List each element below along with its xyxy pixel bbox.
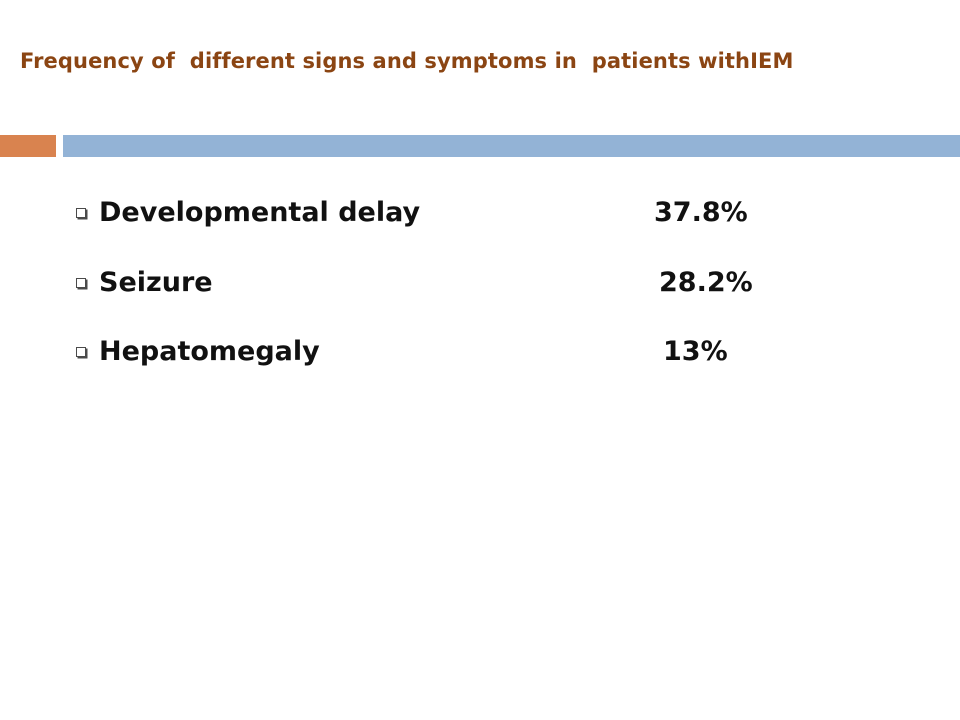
accent-bar-blue <box>63 135 960 157</box>
symptom-frequency: 28.2% <box>659 267 753 298</box>
symptom-label: Developmental delay <box>99 197 421 228</box>
square-bullet-icon <box>76 278 86 288</box>
symptom-frequency: 13% <box>663 336 728 367</box>
square-bullet-icon <box>76 208 86 218</box>
symptom-frequency: 37.8% <box>654 197 748 228</box>
slide-title: Frequency of different signs and symptom… <box>20 49 794 73</box>
symptom-label: Seizure <box>99 267 213 298</box>
square-bullet-icon <box>76 347 86 357</box>
symptom-label: Hepatomegaly <box>99 336 320 367</box>
accent-bar-orange <box>0 135 56 157</box>
